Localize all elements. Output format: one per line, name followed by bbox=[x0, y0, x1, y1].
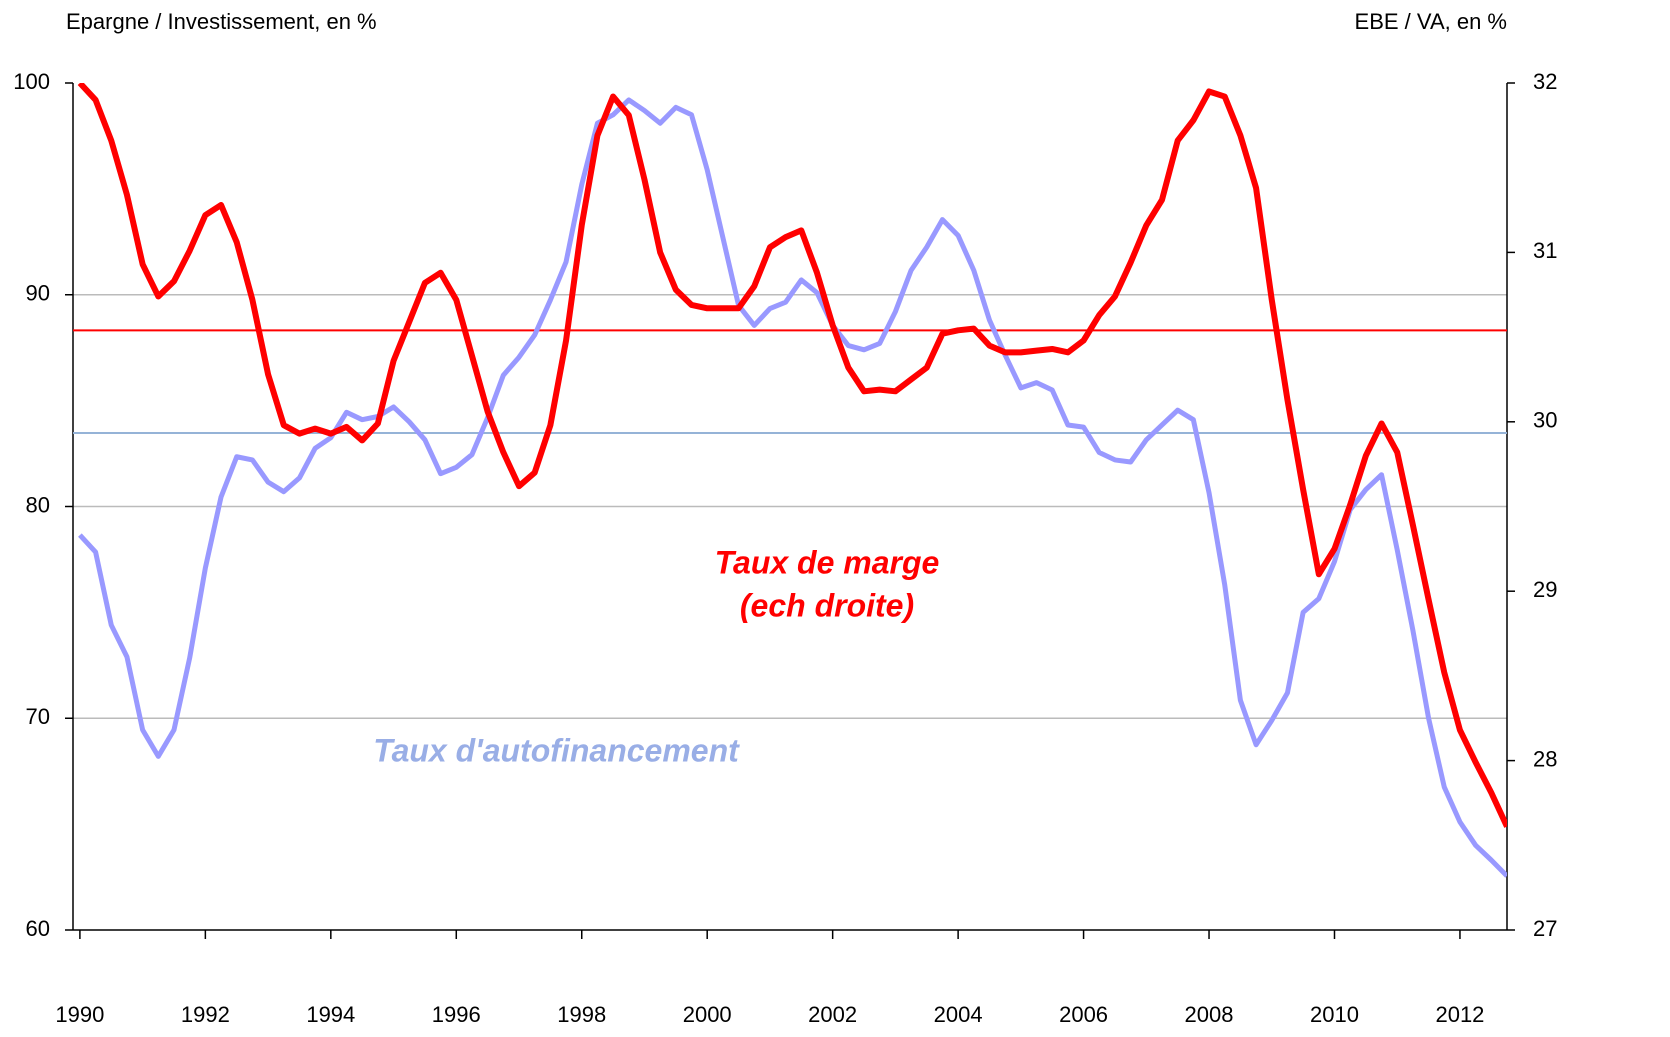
y-tick-label: 100 bbox=[13, 69, 50, 94]
y2-tick-label: 27 bbox=[1533, 916, 1557, 941]
x-tick-label: 2000 bbox=[683, 1002, 732, 1027]
x-tick-label: 1994 bbox=[306, 1002, 355, 1027]
plot-area bbox=[77, 83, 1507, 878]
y2-tick-label: 28 bbox=[1533, 746, 1557, 771]
x-tick-label: 2012 bbox=[1435, 1002, 1484, 1027]
y-tick-label: 70 bbox=[26, 704, 50, 729]
line-series bbox=[77, 83, 1507, 828]
x-tick-label: 2008 bbox=[1185, 1002, 1234, 1027]
x-tick-label: 2006 bbox=[1059, 1002, 1108, 1027]
x-tick-label: 1996 bbox=[432, 1002, 481, 1027]
x-tick-label: 1990 bbox=[55, 1002, 104, 1027]
x-tick-label: 2004 bbox=[934, 1002, 983, 1027]
annotation: Taux de marge bbox=[715, 544, 940, 580]
x-tick-label: 1998 bbox=[557, 1002, 606, 1027]
annotation: (ech droite) bbox=[740, 587, 914, 623]
x-tick-label: 1992 bbox=[181, 1002, 230, 1027]
annotation: Taux d'autofinancement bbox=[373, 732, 740, 768]
y2-tick-label: 29 bbox=[1533, 577, 1557, 602]
x-tick-label: 2002 bbox=[808, 1002, 857, 1027]
y2-tick-label: 30 bbox=[1533, 408, 1557, 433]
y2-tick-label: 32 bbox=[1533, 69, 1557, 94]
y2-tick-label: 31 bbox=[1533, 238, 1557, 263]
y2-axis-label: EBE / VA, en % bbox=[1355, 9, 1507, 34]
y-tick-label: 60 bbox=[26, 916, 50, 941]
y-tick-label: 80 bbox=[26, 492, 50, 517]
line-series bbox=[78, 97, 1507, 878]
x-tick-label: 2010 bbox=[1310, 1002, 1359, 1027]
y-tick-label: 90 bbox=[26, 281, 50, 306]
y-axis-label: Epargne / Investissement, en % bbox=[66, 9, 377, 34]
